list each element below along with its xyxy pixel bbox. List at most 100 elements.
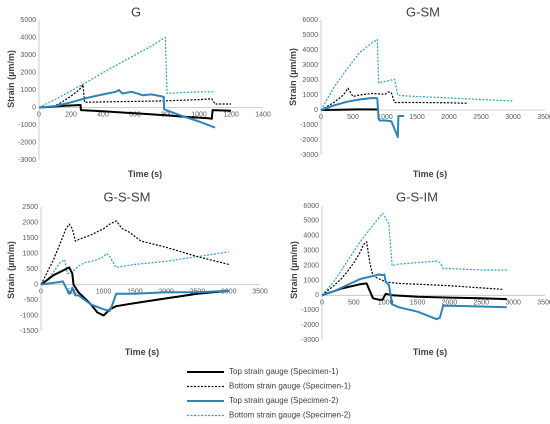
y-tick-label: 1000: [302, 92, 318, 99]
y-tick-label: 0: [315, 292, 319, 299]
x-tick-label: 1200: [223, 112, 239, 119]
series-line-3: [38, 89, 216, 129]
legend-item-3: Top strain gauge (Specimen-2): [187, 396, 339, 405]
y-tick-label: -1000: [301, 307, 319, 314]
x-tick-label: 3500: [252, 289, 268, 296]
y-tick-label: 0: [32, 104, 36, 111]
y-tick-label: -3000: [300, 152, 318, 159]
x-tick-label: 2000: [442, 299, 458, 306]
legend-label: Bottom strain gauge (Specimen-2): [229, 411, 351, 420]
y-tick-label: 2000: [20, 69, 36, 76]
x-tick-label: 1500: [127, 289, 143, 296]
series-line-4: [38, 36, 215, 109]
y-tick-label: 3000: [303, 248, 319, 255]
y-tick-label: 1000: [20, 87, 36, 94]
y-tick-label: 0: [34, 281, 38, 288]
x-tick-label: 1000: [377, 114, 393, 121]
legend-item-2: Bottom strain gauge (Specimen-1): [187, 382, 351, 391]
series-line-1: [320, 108, 379, 111]
x-tick-label: 500: [348, 299, 360, 306]
legend-label: Bottom strain gauge (Specimen-1): [229, 382, 351, 391]
x-tick-label: 3500: [537, 299, 550, 306]
legend-label: Top strain gauge (Specimen-2): [229, 396, 339, 405]
chart-panel-4: G-S-IM -3000 -2000 -1000 0 1000 2000 3000 4000 50…: [289, 189, 550, 357]
x-tick-label: 2000: [441, 114, 457, 121]
legend-item-4: Bottom strain gauge (Specimen-2): [187, 411, 351, 420]
y-tick-label: 4000: [20, 34, 36, 41]
x-tick-label: 1500: [409, 114, 425, 121]
legend-label: Top strain gauge (Specimen-1): [229, 367, 339, 376]
chart-title: G-S-IM: [396, 189, 438, 204]
x-tick-label: 600: [129, 112, 141, 119]
x-axis-label: Time (s): [125, 347, 159, 357]
y-axis-label: Strain (µm/m): [288, 48, 298, 106]
y-tick-label: -2000: [300, 137, 318, 144]
series-line-3: [320, 97, 405, 138]
legend-item-1: Top strain gauge (Specimen-1): [187, 367, 339, 376]
x-tick-label: 3000: [221, 289, 237, 296]
y-tick-label: -3000: [18, 157, 36, 164]
y-tick-label: 1500: [22, 235, 38, 242]
y-tick-label: -2000: [301, 322, 319, 329]
x-tick-label: 1000: [378, 299, 394, 306]
series-line-3: [321, 273, 507, 321]
y-tick-label: 3000: [302, 62, 318, 69]
x-axis-label: Time (s): [413, 347, 447, 357]
y-tick-label: -2000: [18, 139, 36, 146]
series-line-3: [40, 280, 229, 312]
chart-panel-3: G-S-SM -1500 -1000 -500 0 500 1000 1500 2000 2500…: [6, 189, 268, 357]
y-tick-label: -500: [24, 297, 38, 304]
y-tick-label: -1000: [20, 312, 38, 319]
series-line-4: [40, 251, 229, 285]
series-line-4: [320, 38, 514, 111]
y-tick-label: 500: [26, 266, 38, 273]
y-tick-label: -1000: [18, 122, 36, 129]
chart-panel-1: G-3000-2000-1000010002000300040005000020…: [6, 4, 271, 179]
series-line-2: [40, 220, 229, 285]
y-tick-label: 2000: [302, 77, 318, 84]
x-tick-label: 3000: [505, 299, 521, 306]
series-line-2: [321, 241, 504, 296]
y-tick-label: -1500: [20, 328, 38, 335]
y-axis-label: Strain (µm/m): [289, 241, 299, 299]
legend: Top strain gauge (Specimen-1) Bottom stra…: [187, 367, 351, 420]
series-line-2: [320, 87, 469, 111]
x-tick-label: 200: [65, 112, 77, 119]
x-tick-label: 500: [66, 289, 78, 296]
y-tick-label: 0: [314, 107, 318, 114]
y-tick-label: 1000: [303, 277, 319, 284]
chart-title: G: [131, 4, 141, 19]
x-tick-label: 1500: [410, 299, 426, 306]
y-tick-label: 5000: [303, 218, 319, 225]
x-axis-label: Time (s): [128, 169, 162, 179]
y-tick-label: 6000: [302, 17, 318, 24]
series-line-2: [38, 84, 231, 109]
series-line-1: [321, 282, 507, 301]
y-tick-label: 2500: [22, 204, 38, 211]
x-tick-label: 3000: [505, 114, 521, 121]
chart-panel-2: G-SM -3000 -2000 -1000 0 1000 2000 3000 4000 5000…: [288, 4, 550, 179]
x-tick-label: 1000: [191, 112, 207, 119]
chart-title: G-S-SM: [104, 189, 151, 204]
y-tick-label: 4000: [303, 233, 319, 240]
y-tick-label: 2000: [303, 262, 319, 269]
y-axis-label: Strain (µm/m): [6, 241, 16, 299]
x-tick-label: 2500: [473, 114, 489, 121]
x-tick-label: 500: [347, 114, 359, 121]
x-tick-label: 3500: [537, 114, 550, 121]
y-axis-label: Strain (µm/m): [6, 50, 16, 108]
y-tick-label: 5000: [20, 17, 36, 24]
x-axis-label: Time (s): [413, 169, 447, 179]
y-tick-label: 4000: [302, 47, 318, 54]
y-tick-label: -3000: [301, 337, 319, 344]
y-tick-label: 3000: [20, 52, 36, 59]
chart-panels: G-3000-2000-1000010002000300040005000020…: [6, 4, 550, 357]
x-tick-label: 1000: [96, 289, 112, 296]
y-tick-label: -1000: [300, 122, 318, 129]
series-line-1: [38, 104, 232, 120]
x-tick-label: 2500: [473, 299, 489, 306]
y-tick-label: 1000: [22, 250, 38, 257]
y-tick-label: 5000: [302, 32, 318, 39]
y-tick-label: 6000: [303, 203, 319, 210]
